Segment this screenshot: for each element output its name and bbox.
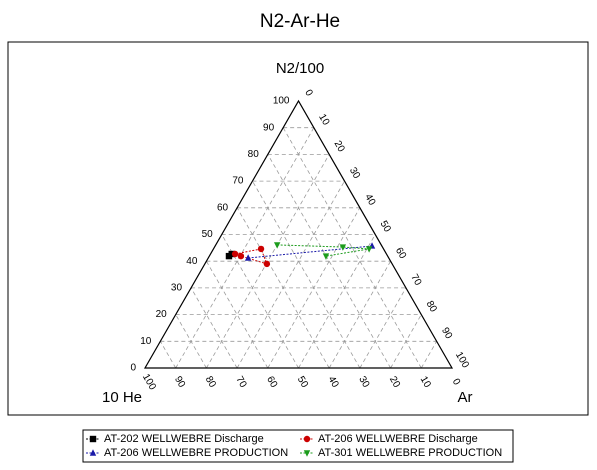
he-tick-label: 20	[387, 375, 402, 391]
n2-tick-label: 40	[186, 256, 198, 267]
data-point	[237, 252, 245, 260]
legend-label: AT-202 WELLWEBRE Discharge	[104, 433, 264, 445]
plot-frame	[7, 41, 589, 416]
grid-line	[298, 234, 376, 369]
ar-tick-label: 0	[302, 88, 315, 99]
grid-line	[359, 287, 407, 369]
left-axis-label: 10 He	[102, 389, 142, 406]
grid-line	[160, 341, 177, 369]
legend-label: AT-206 WELLWEBRE PRODUCTION	[104, 447, 288, 459]
ar-tick-label: 20	[332, 139, 347, 155]
grid-line	[206, 154, 330, 369]
n2-tick-label: 10	[140, 336, 152, 347]
legend-label: AT-206 WELLWEBRE Discharge	[318, 433, 478, 445]
data-point	[322, 253, 330, 260]
legend-label: AT-301 WELLWEBRE PRODUCTION	[318, 447, 502, 459]
grid-line	[175, 127, 315, 369]
ar-tick-label: 60	[393, 246, 408, 262]
legend-marker	[89, 449, 97, 456]
he-tick-label: 0	[450, 377, 463, 388]
data-point	[228, 250, 235, 258]
data-point	[365, 246, 373, 253]
he-tick-label: 50	[295, 375, 310, 391]
ar-tick-label: 10	[316, 112, 331, 128]
ar-tick-label: 70	[408, 272, 423, 288]
legend-marker	[303, 435, 311, 443]
n2-tick-label: 70	[232, 176, 244, 187]
ar-tick-label: 30	[347, 166, 362, 182]
n2-tick-label: 60	[217, 202, 229, 213]
n2-tick-label: 30	[171, 283, 183, 294]
grid-line	[252, 180, 361, 369]
series-line	[235, 248, 268, 265]
series-line	[277, 244, 370, 257]
legend	[82, 429, 514, 463]
data-point	[339, 244, 347, 251]
he-tick-label: 40	[326, 375, 341, 391]
legend-marker	[303, 450, 311, 457]
n2-tick-label: 0	[130, 363, 136, 374]
n2-tick-label: 90	[263, 122, 275, 133]
ar-tick-label: 80	[424, 299, 439, 315]
series-line	[248, 245, 373, 259]
ar-tick-label: 100	[453, 350, 471, 370]
data-point	[273, 242, 281, 249]
ar-tick-label: 40	[362, 192, 377, 208]
grid-line	[190, 287, 238, 369]
n2-tick-label: 100	[273, 96, 290, 107]
he-tick-label: 30	[356, 375, 371, 391]
grid-line	[267, 154, 391, 369]
data-point	[231, 250, 239, 258]
grid-line	[175, 314, 207, 369]
he-tick-label: 10	[418, 375, 433, 391]
top-axis-label: N2/100	[276, 60, 324, 77]
n2-tick-label: 20	[156, 309, 168, 320]
triangle-axis	[143, 99, 454, 369]
data-point	[263, 260, 271, 268]
data-point	[257, 245, 265, 253]
he-tick-label: 70	[233, 375, 248, 391]
he-tick-label: 60	[264, 375, 279, 391]
right-axis-label: Ar	[458, 389, 473, 406]
he-tick-label: 90	[172, 375, 187, 391]
chart-title: N2-Ar-He	[260, 11, 340, 32]
data-point	[244, 254, 252, 261]
he-tick-label: 100	[140, 372, 158, 392]
ar-tick-label: 90	[439, 326, 454, 342]
grid-line	[236, 180, 345, 369]
n2-tick-label: 50	[202, 229, 214, 240]
he-tick-label: 80	[203, 375, 218, 391]
n2-tick-label: 80	[248, 149, 260, 160]
legend-marker	[89, 435, 97, 443]
ar-tick-label: 50	[378, 219, 393, 235]
grid-line	[420, 341, 437, 369]
grid-line	[236, 207, 330, 369]
